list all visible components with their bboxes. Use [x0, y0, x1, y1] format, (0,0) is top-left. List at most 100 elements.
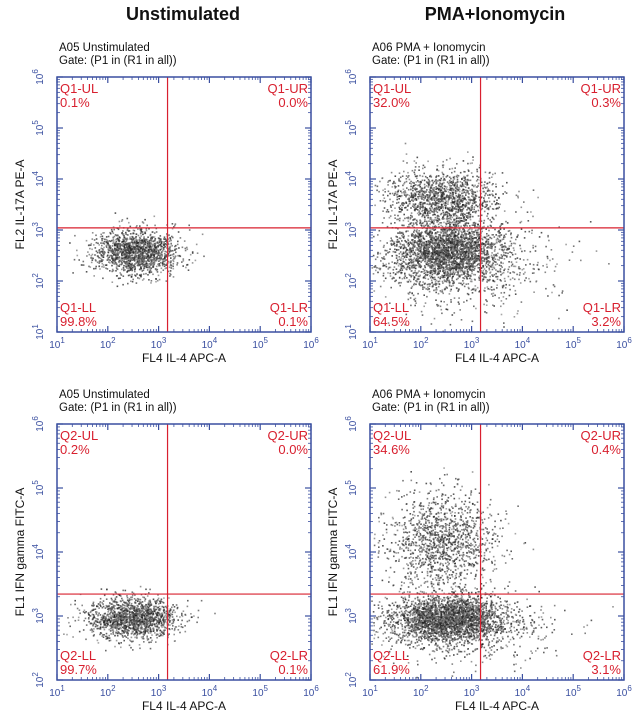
event-dot [130, 247, 132, 249]
event-dot [383, 197, 386, 199]
event-dot [119, 225, 121, 227]
event-dot [460, 244, 463, 247]
event-dot [433, 236, 436, 239]
event-dot [136, 247, 139, 249]
event-dot [433, 252, 436, 254]
event-dot [137, 248, 140, 250]
event-dot [436, 165, 439, 167]
event-dot [389, 266, 392, 269]
event-dot [460, 236, 462, 238]
event-dot [98, 265, 100, 268]
event-dot [98, 249, 101, 251]
event-dot [143, 239, 145, 242]
event-dot [150, 280, 153, 282]
event-dot [130, 267, 132, 270]
event-dot [133, 237, 136, 240]
event-dot [455, 231, 457, 233]
event-dot [481, 244, 483, 246]
event-dot [98, 262, 100, 264]
event-dot [436, 194, 439, 196]
event-dot [456, 274, 458, 276]
event-dot [158, 263, 161, 265]
event-dot [410, 233, 413, 236]
event-dot [164, 240, 167, 242]
event-dot [101, 238, 103, 240]
event-dot [430, 279, 433, 282]
event-dot [133, 245, 135, 248]
event-dot [137, 251, 140, 253]
event-dot [379, 240, 382, 242]
event-dot [179, 237, 182, 239]
event-dot [415, 264, 417, 266]
event-dot [481, 247, 483, 250]
event-dot [138, 261, 141, 263]
event-dot [445, 188, 448, 190]
event-dot [408, 200, 410, 202]
event-dot [186, 263, 189, 266]
event-dot [435, 175, 438, 177]
event-dot [160, 267, 163, 270]
event-dot [429, 223, 431, 225]
event-dot [499, 269, 501, 272]
event-dot [466, 268, 469, 271]
event-dot [108, 247, 110, 249]
event-dot [150, 252, 152, 255]
event-dot [132, 278, 134, 281]
event-dot [397, 195, 400, 198]
event-dot [456, 163, 458, 165]
event-dot [451, 249, 454, 251]
event-dot [117, 243, 120, 245]
event-dot [472, 175, 474, 178]
event-dot [464, 203, 467, 206]
event-dot [436, 187, 438, 190]
event-dot [497, 238, 500, 241]
event-dot [405, 202, 408, 204]
event-dot [402, 267, 404, 269]
event-dot [463, 271, 466, 274]
event-dot [140, 253, 143, 256]
event-dot [101, 255, 104, 257]
event-dot [456, 262, 458, 264]
event-dot [430, 210, 433, 213]
event-dot [465, 276, 468, 279]
event-dot [456, 190, 458, 193]
event-dot [456, 178, 459, 181]
event-dot [155, 278, 157, 280]
event-dot [420, 190, 423, 192]
event-dot [429, 258, 431, 260]
event-dot [117, 244, 119, 246]
y-tick-label: 103 [31, 222, 46, 238]
event-dot [485, 228, 487, 230]
event-dot [418, 246, 421, 248]
event-dot [144, 218, 146, 221]
event-dot [170, 261, 172, 263]
event-dot [146, 250, 148, 253]
event-dot [471, 245, 474, 247]
event-dot [447, 272, 450, 275]
event-dot [409, 267, 411, 269]
event-dot [156, 254, 159, 256]
event-dot [433, 264, 436, 266]
event-dot [131, 254, 134, 256]
event-dot [134, 245, 137, 248]
event-dot [163, 241, 165, 243]
event-dot [172, 249, 174, 252]
event-dot [122, 283, 124, 286]
event-dot [444, 269, 447, 271]
event-dot [473, 244, 475, 246]
event-dot [132, 251, 135, 253]
event-dot [458, 186, 460, 189]
event-dot [127, 262, 129, 265]
event-dot [414, 166, 417, 168]
event-dot [453, 255, 456, 258]
event-dot [420, 284, 422, 287]
event-dot [456, 217, 458, 219]
event-dot [97, 255, 99, 258]
event-dot [124, 250, 127, 252]
event-dot [481, 262, 483, 264]
event-dot [436, 258, 439, 260]
event-dot [148, 258, 151, 260]
event-dot [398, 206, 401, 209]
event-dot [446, 254, 448, 257]
event-dot [139, 242, 142, 244]
